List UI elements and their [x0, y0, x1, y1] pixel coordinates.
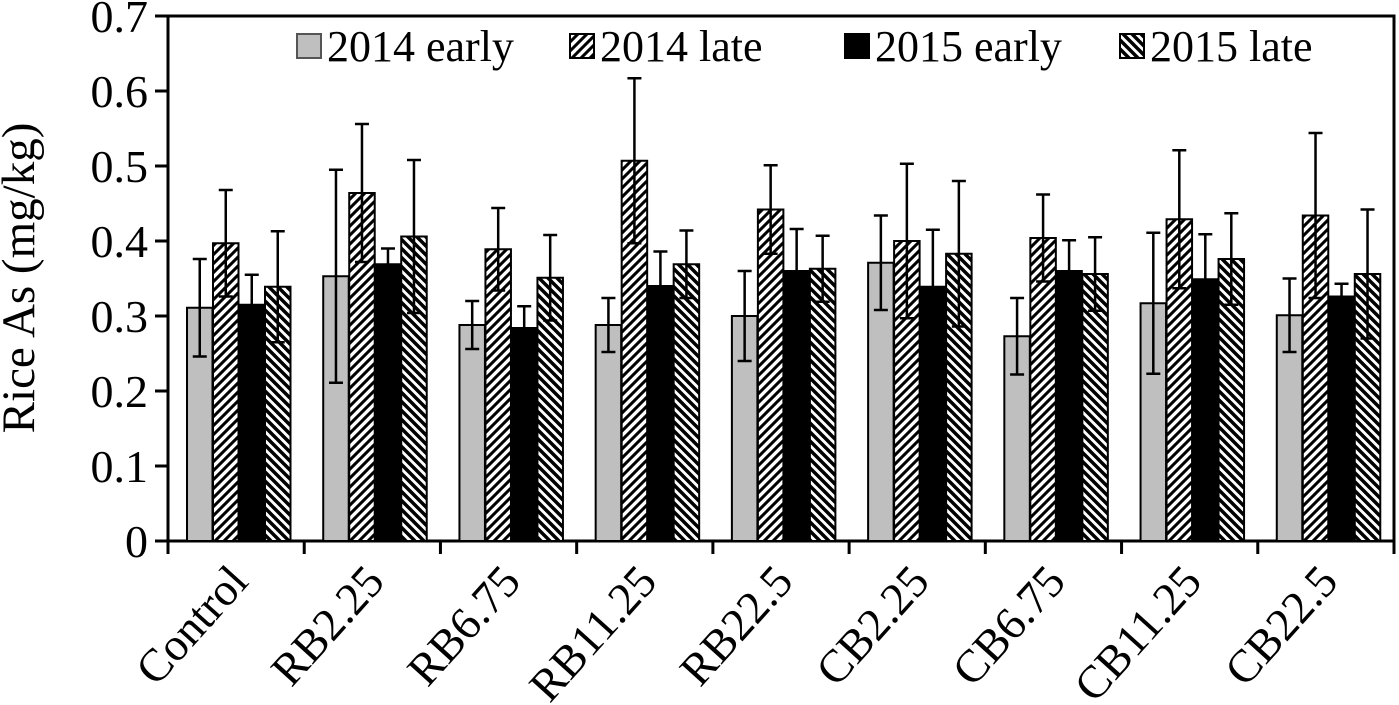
legend-swatch-2014-early [296, 33, 322, 59]
x-category-label: CB22.5 [1214, 556, 1347, 696]
bar-2015-early-RB11.25 [646, 285, 675, 542]
bar-2015-late-RB22.5 [808, 267, 837, 542]
legend-label-2014-early: 2014 early [327, 22, 514, 71]
legend-label-2015-late: 2015 late [1150, 22, 1313, 71]
bar-2014-early-RB11.25 [594, 324, 623, 542]
y-tick-label: 0.2 [91, 366, 149, 417]
bar-2015-late-CB6.75 [1081, 273, 1109, 542]
bar-2015-early-RB6.75 [510, 327, 538, 542]
legend-swatch-2014-late [569, 33, 595, 59]
legend-label-2014-late: 2014 late [600, 22, 763, 71]
y-tick-label: 0.3 [91, 291, 149, 342]
bar-2014-late-RB22.5 [756, 208, 785, 542]
x-category-label: RB6.75 [397, 556, 530, 696]
bar-2014-late-RB6.75 [484, 248, 512, 542]
bar-2015-early-CB6.75 [1055, 270, 1083, 542]
x-category-label: RB2.25 [261, 556, 394, 696]
bar-2014-late-CB6.75 [1029, 237, 1057, 542]
y-tick-label: 0.6 [91, 66, 149, 117]
x-category-label: RB11.25 [519, 556, 666, 705]
y-tick-label: 0.5 [91, 141, 149, 192]
bar-2014-late-CB11.25 [1165, 218, 1194, 542]
y-tick-label: 0.4 [91, 216, 149, 267]
bar-2015-early-CB22.5 [1327, 295, 1356, 542]
x-category-label: RB22.5 [670, 556, 803, 696]
x-category-label: Control [126, 556, 258, 695]
bar-2015-early-RB2.25 [374, 263, 402, 542]
y-tick-label: 0.7 [91, 0, 149, 42]
x-category-label: CB6.75 [942, 556, 1075, 696]
legend-label-2015-early: 2015 early [875, 22, 1062, 71]
legend-swatch-2015-early [844, 33, 870, 59]
x-category-label: CB11.25 [1064, 556, 1211, 705]
y-axis-title: Rice As (mg/kg) [0, 123, 45, 434]
bar-2015-early-Control [238, 303, 266, 542]
y-tick-label: 0 [125, 516, 148, 567]
y-tick-label: 0.1 [91, 441, 149, 492]
bar-2014-early-RB6.75 [458, 324, 486, 542]
x-category-label: CB2.25 [806, 556, 939, 696]
bar-2015-late-RB11.25 [672, 263, 701, 542]
legend-swatch-2015-late [1119, 33, 1145, 59]
